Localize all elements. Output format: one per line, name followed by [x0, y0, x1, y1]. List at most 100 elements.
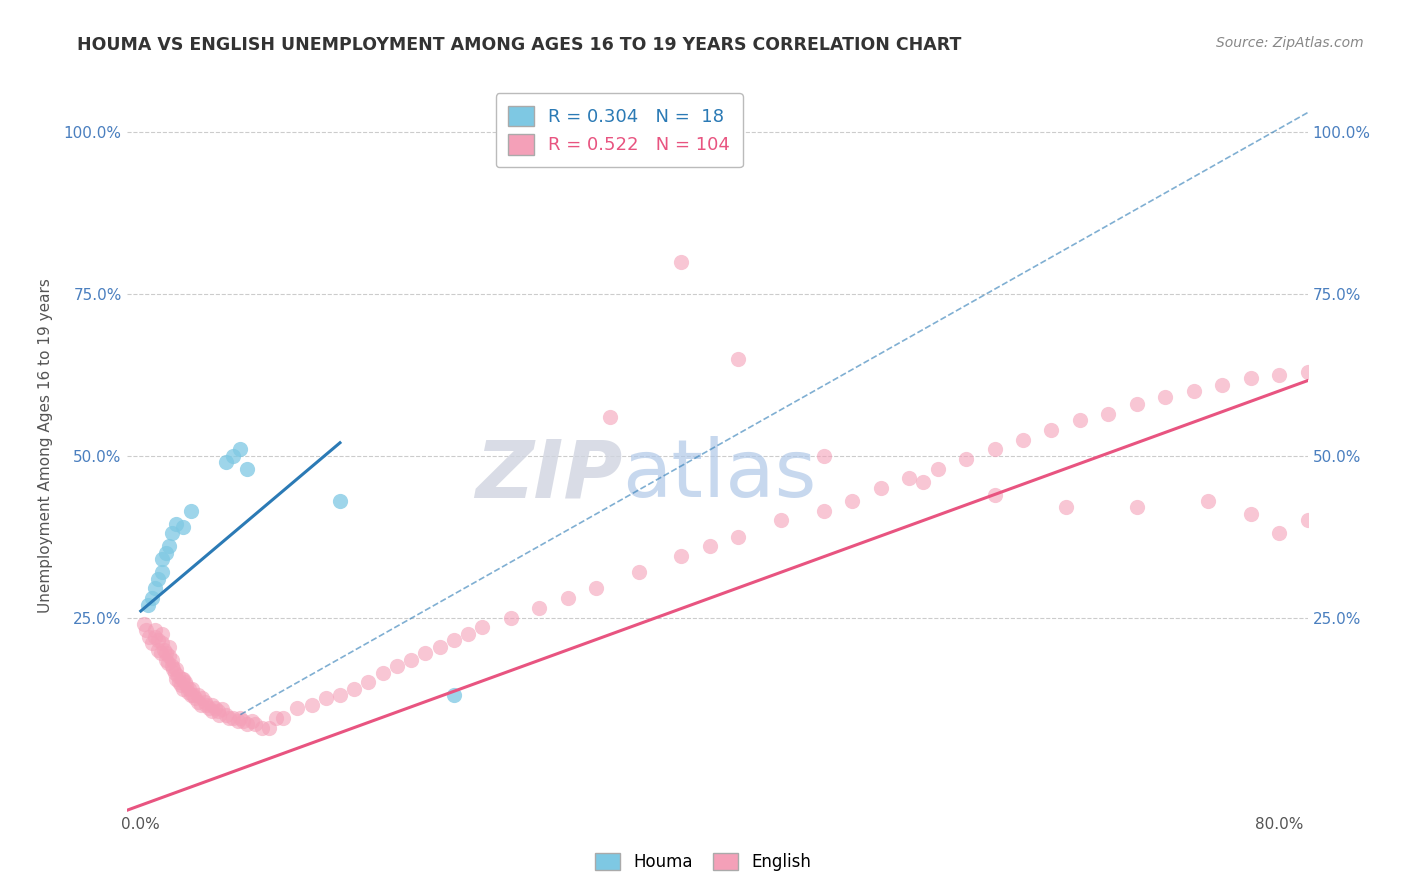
Point — [343, 681, 366, 696]
Point — [179, 681, 201, 696]
Point — [727, 351, 749, 366]
Point — [1240, 507, 1263, 521]
Point — [157, 539, 180, 553]
Point — [315, 691, 337, 706]
Point — [165, 672, 187, 686]
Point — [150, 552, 173, 566]
Point — [1240, 371, 1263, 385]
Point — [329, 494, 352, 508]
Point — [183, 688, 205, 702]
Point — [527, 600, 550, 615]
Point — [627, 566, 650, 580]
Legend: Houma, English: Houma, English — [586, 845, 820, 880]
Point — [443, 688, 465, 702]
Point — [869, 481, 891, 495]
Point — [329, 688, 352, 702]
Text: HOUMA VS ENGLISH UNEMPLOYMENT AMONG AGES 16 TO 19 YEARS CORRELATION CHART: HOUMA VS ENGLISH UNEMPLOYMENT AMONG AGES… — [77, 36, 962, 54]
Point — [155, 546, 177, 560]
Text: atlas: atlas — [623, 436, 817, 515]
Point — [1197, 494, 1219, 508]
Point — [599, 409, 621, 424]
Point — [157, 640, 180, 654]
Point — [138, 630, 160, 644]
Point — [146, 633, 169, 648]
Point — [1296, 365, 1319, 379]
Point — [198, 701, 221, 715]
Point — [471, 620, 494, 634]
Point — [671, 549, 693, 563]
Point — [211, 702, 233, 716]
Point — [898, 471, 921, 485]
Point — [585, 582, 607, 596]
Point — [146, 572, 169, 586]
Point — [271, 711, 294, 725]
Point — [194, 695, 217, 709]
Point — [983, 487, 1005, 501]
Point — [152, 643, 174, 657]
Point — [149, 646, 172, 660]
Point — [264, 711, 287, 725]
Text: Source: ZipAtlas.com: Source: ZipAtlas.com — [1216, 36, 1364, 50]
Point — [166, 669, 188, 683]
Point — [415, 646, 437, 660]
Point — [143, 624, 166, 638]
Point — [955, 452, 977, 467]
Point — [457, 626, 479, 640]
Point — [1040, 423, 1063, 437]
Point — [226, 714, 249, 728]
Point — [176, 678, 198, 692]
Point — [155, 652, 177, 666]
Point — [135, 624, 157, 638]
Point — [1268, 526, 1291, 541]
Point — [229, 711, 252, 725]
Point — [187, 688, 209, 702]
Point — [1296, 513, 1319, 527]
Point — [243, 717, 266, 731]
Point — [180, 504, 202, 518]
Point — [172, 681, 194, 696]
Point — [156, 656, 179, 670]
Point — [155, 646, 177, 660]
Point — [162, 662, 184, 676]
Point — [1012, 433, 1035, 447]
Point — [204, 701, 226, 715]
Point — [813, 504, 835, 518]
Point — [229, 442, 252, 457]
Point — [371, 665, 394, 680]
Point — [165, 662, 187, 676]
Point — [429, 640, 451, 654]
Point — [150, 626, 173, 640]
Point — [172, 520, 194, 534]
Point — [170, 672, 193, 686]
Point — [671, 254, 693, 268]
Point — [236, 461, 259, 475]
Point — [557, 591, 579, 606]
Point — [201, 698, 224, 712]
Point — [301, 698, 323, 712]
Point — [699, 539, 721, 553]
Point — [169, 678, 191, 692]
Point — [150, 566, 173, 580]
Point — [357, 675, 380, 690]
Text: ZIP: ZIP — [475, 436, 623, 515]
Point — [443, 633, 465, 648]
Point — [208, 707, 231, 722]
Point — [187, 695, 209, 709]
Point — [1268, 368, 1291, 382]
Point — [1054, 500, 1077, 515]
Point — [499, 610, 522, 624]
Point — [250, 721, 273, 735]
Point — [240, 714, 263, 728]
Point — [191, 691, 214, 706]
Point — [927, 461, 949, 475]
Point — [160, 659, 183, 673]
Point — [232, 714, 254, 728]
Point — [983, 442, 1005, 457]
Point — [163, 665, 186, 680]
Point — [770, 513, 793, 527]
Point — [136, 598, 159, 612]
Point — [181, 681, 204, 696]
Point — [1154, 391, 1177, 405]
Point — [1126, 397, 1149, 411]
Point — [160, 652, 183, 666]
